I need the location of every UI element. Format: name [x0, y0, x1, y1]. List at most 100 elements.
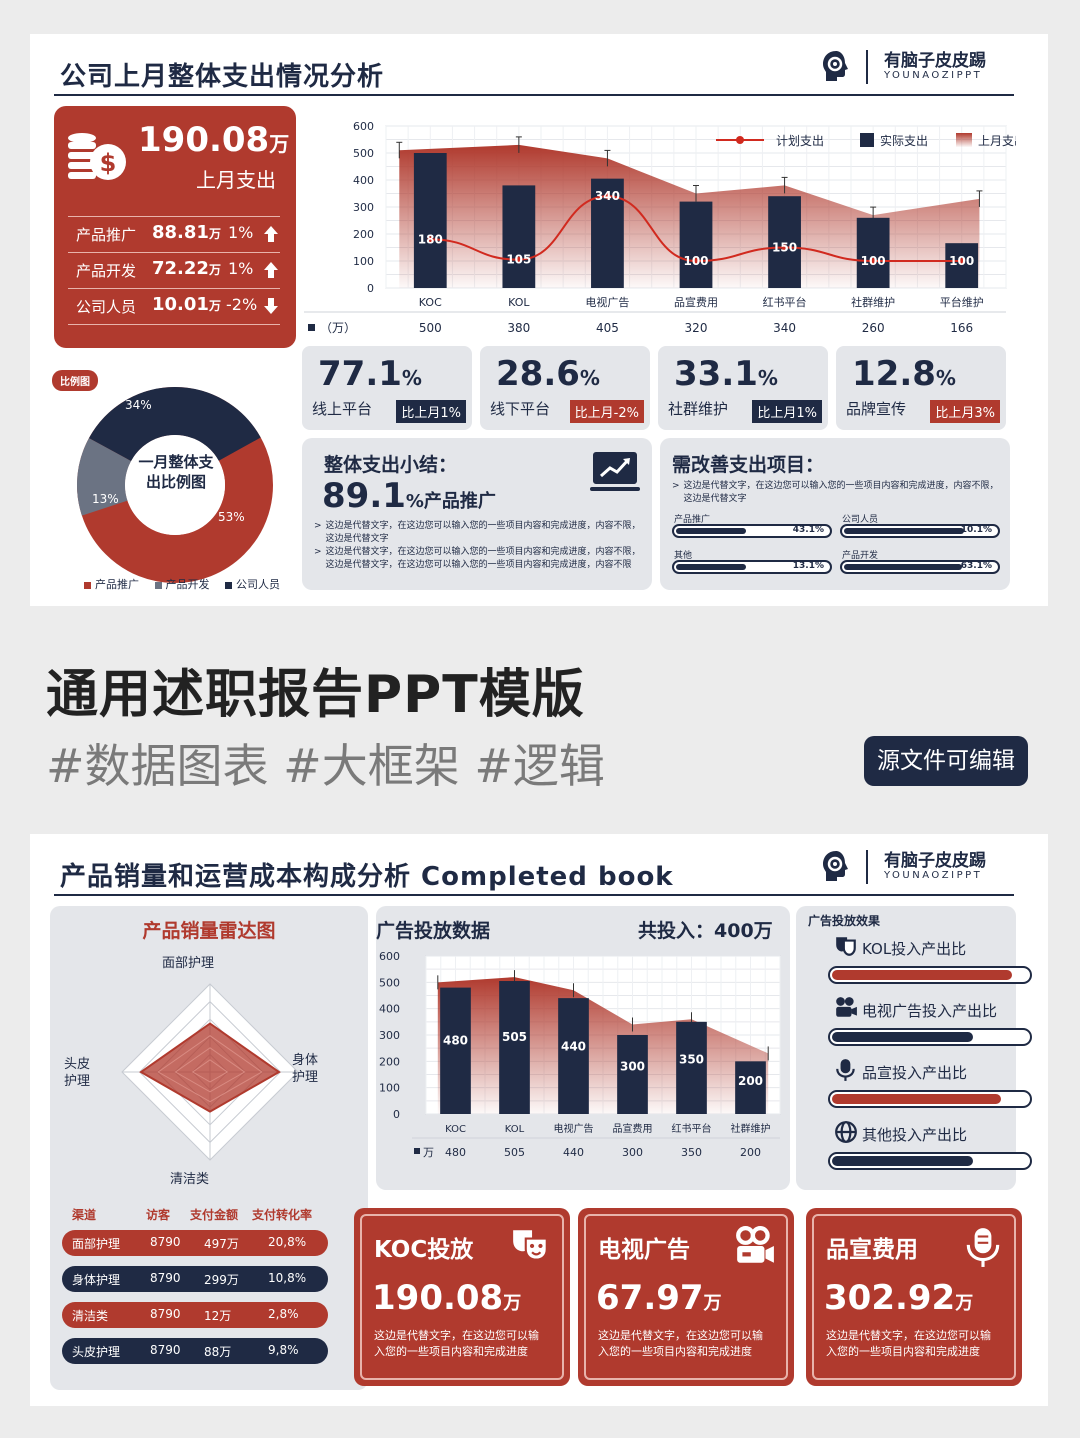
kpi-badge: 比上月1% [752, 400, 822, 423]
cost-card-border [584, 1214, 788, 1380]
table-value: 405 [596, 321, 619, 335]
brand-name-en-2: YOUNAOZIPPT [884, 870, 983, 881]
legend-personnel: 公司人员 [236, 578, 280, 591]
arrow-down-icon [264, 298, 278, 314]
editable-source-button[interactable]: 源文件可编辑 [864, 736, 1028, 786]
kpi-number: 77.1 [318, 354, 402, 394]
y-tick-label: 0 [367, 282, 374, 295]
summary-row-value: 10.01万 [152, 294, 221, 315]
theater-mask-icon [513, 1230, 548, 1261]
improve-progress-value: 43.1% [792, 525, 824, 535]
bar-actual [413, 153, 447, 288]
summary-note-2-text: 这边是代替文字，在这边您可以输入您的一些项目内容和完成进度，内容不限，这边是代替… [325, 547, 641, 570]
th-conversion: 支付转化率 [252, 1208, 313, 1222]
slide-1-title: 公司上月整体支出情况分析 [60, 62, 385, 92]
legend-area-swatch [956, 133, 972, 147]
bar-data-label: 300 [620, 1060, 645, 1074]
table-value: 500 [419, 321, 442, 335]
cost-card-unit: 万 [503, 1293, 522, 1314]
kpi-label: 线上平台 [312, 400, 373, 418]
line-point [427, 236, 434, 243]
radar-inner-ring [174, 1047, 246, 1093]
kpi-unit: % [757, 366, 778, 390]
ad-effect-label: 电视广告投入产出比 [862, 1002, 998, 1020]
improve-box-title: 需改善支出项目： [672, 454, 825, 476]
legend-label: 上月支出 [978, 134, 1016, 148]
bar-data-label: 100 [949, 254, 974, 268]
improve-box: 需改善支出项目： > 这边是代替文字，在这边您可以输入您的一些项目内容和完成进度，… [660, 438, 1010, 590]
line-point [693, 258, 699, 264]
kpi-unit: % [935, 366, 956, 390]
table-value: 340 [773, 321, 796, 335]
ad-effect-fill [832, 1094, 1001, 1104]
x-category-label: 品宣费用 [674, 295, 718, 309]
kpi-badge: 比上月-2% [569, 400, 644, 423]
ad-chart-panel: 广告投放数据 共投入：400万 600 500 400 300 200 100 0 480 50… [376, 906, 790, 1190]
cost-card-title: KOC投放 [374, 1237, 474, 1263]
kpi-label: 社群维护 [668, 400, 729, 418]
ad-effect-bar [828, 1028, 1032, 1046]
donut-tag-label: 比例图 [60, 377, 90, 388]
improve-progress-fill [676, 528, 746, 534]
bar-actual [679, 201, 713, 288]
x-category-label: 平台维护 [940, 295, 984, 309]
arrow-up-icon [264, 262, 278, 278]
radar-axis-scalp-l1: 头皮 [64, 1057, 91, 1072]
summary-note-2: > 这边是代替文字，在这边您可以输入您的一些项目内容和完成进度，内容不限，这边是代… [314, 546, 644, 572]
total-spend-value: 190.08 [138, 120, 270, 160]
cost-card-unit: 万 [955, 1293, 974, 1314]
ad-effect-label: 其他投入产出比 [862, 1126, 968, 1144]
table-cell: 头皮护理 [72, 1345, 121, 1359]
x-category-label: KOL [508, 296, 530, 309]
table-cell: 12万 [204, 1309, 232, 1323]
table-cell: 20,8% [268, 1235, 307, 1249]
y-tick-label: 500 [353, 147, 374, 160]
slide-2-title: 产品销量和运营成本构成分析 Completed book [60, 862, 674, 892]
radar-axis-face: 面部护理 [162, 956, 215, 971]
summary-row-label: 产品推广 [76, 226, 137, 244]
table-cell: 88万 [204, 1345, 232, 1359]
table-row[interactable]: 面部护理 8790 497万 20,8% [62, 1230, 328, 1256]
line-point [781, 244, 788, 251]
table-cell: 身体护理 [72, 1273, 121, 1287]
table-row[interactable]: 头皮护理 8790 88万 9,8% [62, 1338, 328, 1364]
legend-line-dot [736, 136, 744, 144]
ad-effect-bar [828, 1152, 1032, 1170]
line-point [870, 258, 877, 264]
summary-box-suffix: %产品推广 [405, 491, 496, 512]
table-label: （万） [320, 321, 356, 335]
ad-effect-fill [832, 1032, 973, 1042]
x-category-label: 电视广告 [554, 1122, 594, 1135]
table-cell: 8790 [150, 1235, 181, 1249]
radar-series [139, 1022, 281, 1113]
brand-name-2: 有脑子皮皮踢 [884, 851, 986, 871]
bar-data-label: 100 [683, 254, 708, 268]
improve-progress-fill [676, 564, 746, 570]
ad-effect-panel: 广告投放效果 KOL投入产出比 电视广告投入产出比 品宣投入产出比 其他投入产出比 [796, 906, 1032, 1190]
kpi-card: 33.1% 社群维护 比上月1% [658, 346, 828, 430]
improve-bar-label: 其他 [674, 551, 693, 561]
brand-name-en: YOUNAOZIPPT [884, 70, 983, 81]
improve-note: 这边是代替文字，在这边您可以输入您的一些项目内容和完成进度，内容不限，这边是代替… [683, 481, 999, 504]
summary-row-number: 10.01 [152, 294, 209, 315]
ad-chart-total: 共投入：400万 [638, 920, 773, 942]
table-cell: 8790 [150, 1307, 181, 1321]
slide-1: 公司上月整体支出情况分析 有脑子皮皮踢 YOUNAOZIPPT $ 190.08万… [30, 34, 1048, 606]
table-cell: 2,8% [268, 1307, 299, 1321]
y-tick-label: 0 [393, 1108, 400, 1121]
summary-box-title: 整体支出小结： [324, 454, 458, 476]
globe-icon [835, 1121, 857, 1143]
donut-tag: 比例图 [52, 370, 98, 391]
y-tick-label: 200 [353, 228, 374, 241]
table-row[interactable]: 身体护理 8790 299万 10,8% [62, 1266, 328, 1292]
donut-label-development: 13% [92, 492, 119, 506]
brain-gear-icon [823, 851, 848, 881]
improve-progress-value: 10.1% [960, 525, 992, 535]
summary-row-change: -2% [226, 295, 258, 314]
ad-chart-title: 广告投放数据 [376, 920, 491, 942]
table-row[interactable]: 清洁类 8790 12万 2,8% [62, 1302, 328, 1328]
line-point [604, 193, 611, 200]
bar-data-label: 505 [502, 1030, 527, 1044]
trend-chart-icon [590, 452, 640, 491]
donut-legend: 产品推广 产品开发 公司人员 [84, 576, 280, 592]
